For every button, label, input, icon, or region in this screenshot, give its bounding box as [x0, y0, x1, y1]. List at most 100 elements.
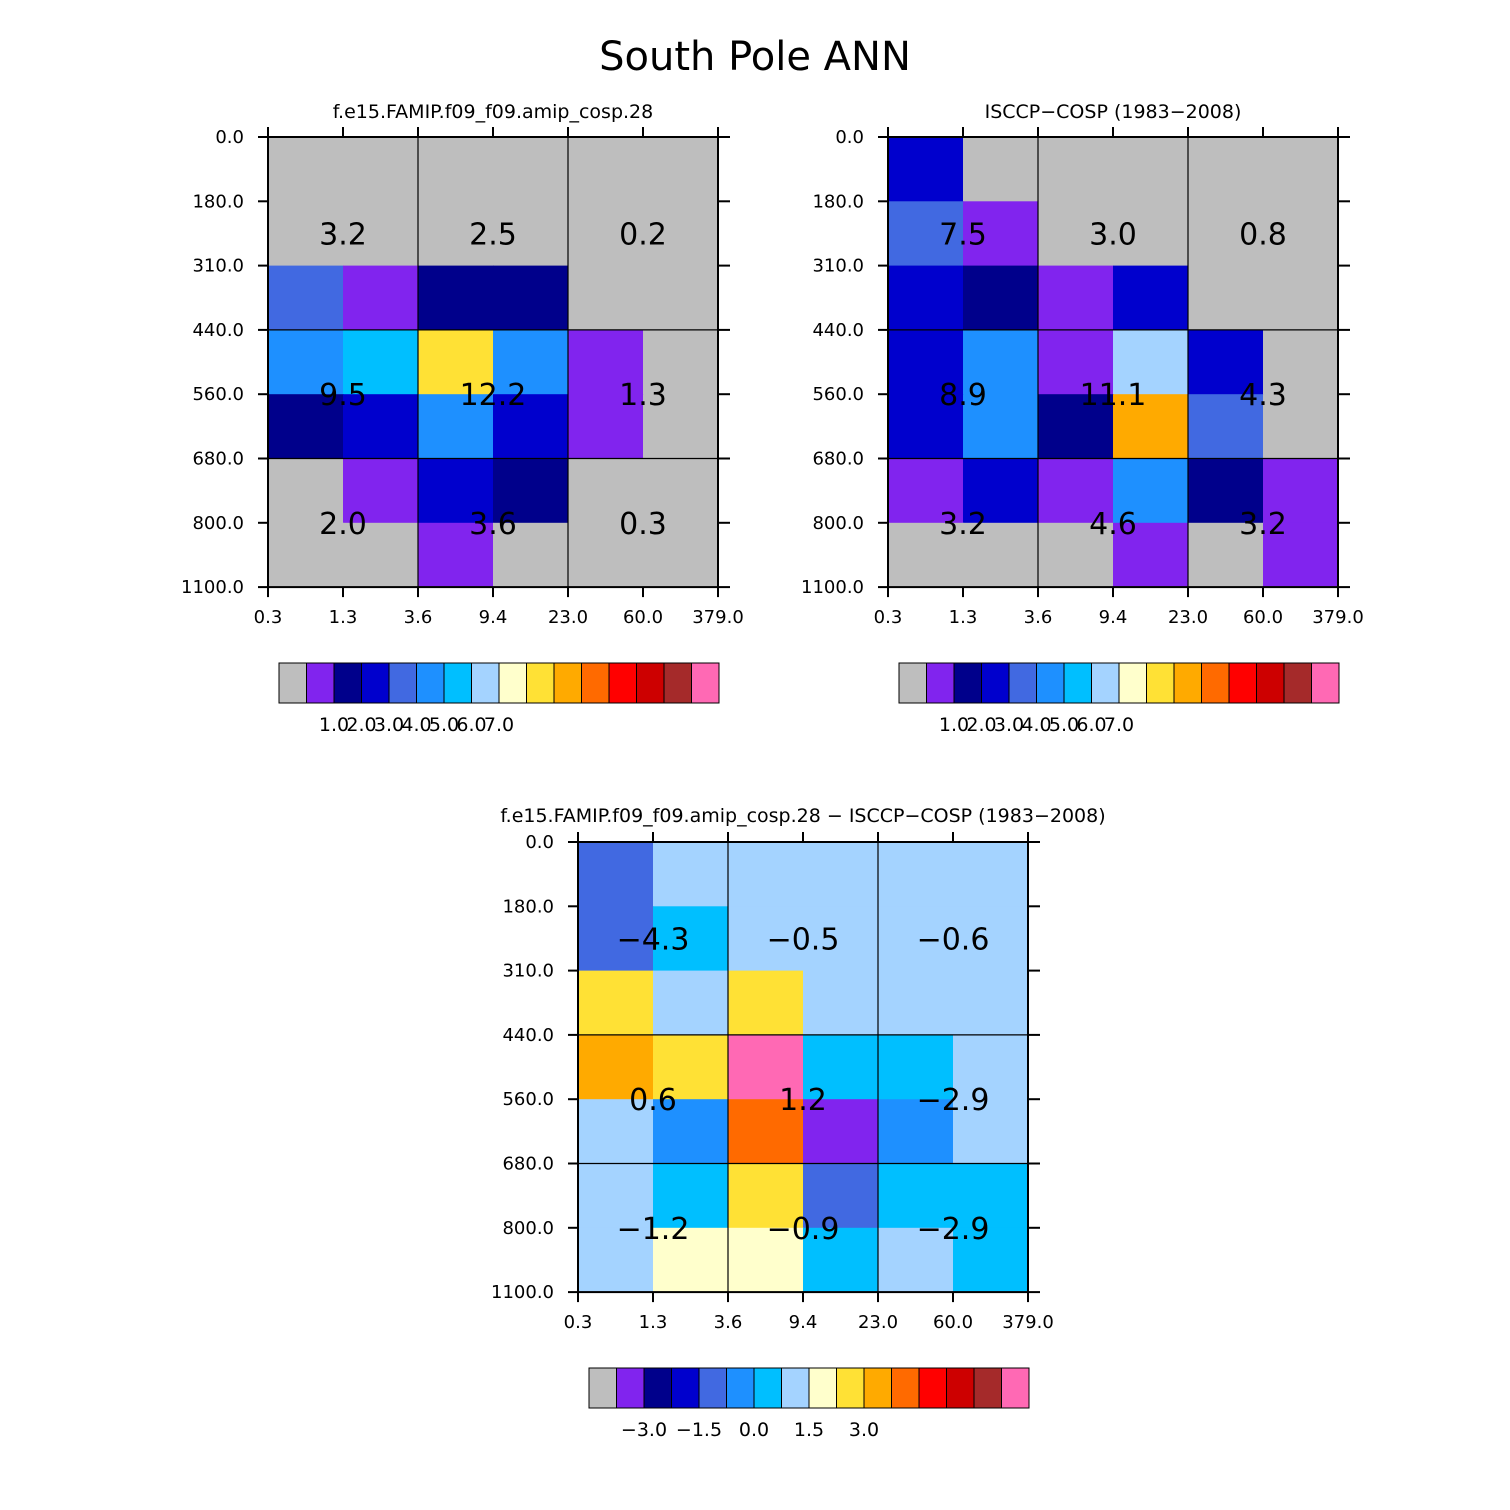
heatmap-cell: [268, 329, 344, 395]
group-value-label: −0.5: [767, 922, 840, 957]
group-value-label: −0.6: [917, 922, 990, 957]
colorbar-swatch: [1008, 662, 1037, 704]
heatmap-cell: [728, 970, 804, 1036]
colorbar-swatch: [1201, 662, 1230, 704]
heatmap-cell: [963, 394, 1039, 460]
colorbar-swatch: [498, 662, 527, 704]
group-value-label: 0.6: [629, 1083, 677, 1118]
heatmap-cell: [888, 329, 964, 395]
heatmap-cell: [418, 458, 494, 524]
figure-title: South Pole ANN: [599, 34, 911, 80]
heatmap-cell: [888, 458, 964, 524]
heatmap-cell: [1113, 394, 1189, 460]
heatmap-cell: [963, 458, 1039, 524]
colorbar-swatch: [691, 662, 720, 704]
colorbar-swatch: [588, 1367, 617, 1409]
heatmap-cell: [963, 522, 1039, 588]
heatmap-cell: [268, 394, 344, 460]
group-value-label: 12.2: [460, 378, 527, 413]
colorbar-swatch: [1036, 662, 1065, 704]
x-tick-label: 3.6: [1024, 607, 1053, 628]
colorbar-label: 0.0: [739, 1419, 769, 1441]
heatmap-cell: [493, 522, 569, 588]
heatmap-cell: [953, 906, 1029, 972]
colorbar-swatch: [1283, 662, 1312, 704]
colorbar-label: 7.0: [484, 714, 514, 736]
y-tick-label: 310.0: [192, 256, 244, 277]
x-tick-label: 9.4: [789, 1312, 818, 1333]
heatmap-cell: [578, 1163, 654, 1229]
group-value-label: −0.9: [767, 1212, 840, 1247]
colorbar-label: 1.5: [794, 1419, 824, 1441]
x-tick-label: 379.0: [692, 607, 744, 628]
heatmap-cell: [643, 522, 719, 588]
heatmap-cell: [493, 394, 569, 460]
x-tick-label: 1.3: [639, 1312, 668, 1333]
colorbar-label: 4.0: [401, 714, 431, 736]
heatmap-cell: [1038, 394, 1114, 460]
heatmap-cell: [803, 1099, 879, 1165]
x-tick-label: 0.3: [564, 1312, 593, 1333]
colorbar-swatch: [1311, 662, 1340, 704]
panel-title: f.e15.FAMIP.f09_f09.amip_cosp.28 − ISCCP…: [500, 805, 1105, 827]
colorbar-label: 5.0: [429, 714, 459, 736]
colorbar-swatch: [333, 662, 362, 704]
heatmap-cell: [1038, 458, 1114, 524]
x-tick-label: 1.3: [949, 607, 978, 628]
y-tick-label: 180.0: [502, 896, 554, 917]
colorbar-swatch: [306, 662, 335, 704]
heatmap-cell: [728, 906, 804, 972]
heatmap-cell: [418, 201, 494, 267]
colorbar-swatch: [471, 662, 500, 704]
heatmap-cell: [653, 906, 729, 972]
colorbar-swatch: [526, 662, 555, 704]
panels: f.e15.FAMIP.f09_f09.amip_cosp.28 0.0 180.0…: [181, 101, 1364, 1441]
heatmap-cell: [878, 1163, 954, 1229]
heatmap-cell: [878, 1099, 954, 1165]
heatmap-cell: [1113, 137, 1189, 202]
y-tick-label: 1100.0: [181, 577, 244, 598]
group-value-label: 3.2: [319, 217, 367, 252]
x-tick-label: 9.4: [1099, 607, 1128, 628]
heatmap-cell: [963, 265, 1039, 331]
colorbar-swatch: [553, 662, 582, 704]
group-value-label: 9.5: [319, 378, 367, 413]
heatmap-cell: [1263, 522, 1339, 588]
group-value-label: 0.3: [619, 507, 667, 542]
colorbar-swatch: [981, 662, 1010, 704]
heatmap-cell: [878, 906, 954, 972]
heatmap-cell: [1113, 458, 1189, 524]
colorbar-label: 3.0: [849, 1419, 879, 1441]
heatmap-cell: [803, 970, 879, 1036]
heatmap-cell: [728, 1227, 804, 1293]
heatmap-cell: [418, 265, 494, 331]
colorbar-label: 6.0: [1076, 714, 1106, 736]
y-tick-label: 560.0: [502, 1089, 554, 1110]
heatmap-cell: [568, 201, 644, 267]
heatmap-cell: [888, 201, 964, 267]
panel-2: ISCCP−COSP (1983−2008) 0.0 180.0 310.0 440.0…: [801, 101, 1364, 736]
colorbar-label: 7.0: [1104, 714, 1134, 736]
group-value-label: −2.9: [917, 1083, 990, 1118]
heatmap-cell: [1263, 265, 1339, 331]
colorbar-label: 1.0: [319, 714, 349, 736]
y-tick-label: 1100.0: [491, 1282, 554, 1303]
colorbar-swatch: [608, 662, 637, 704]
heatmap-cell: [653, 1163, 729, 1229]
heatmap-cell: [268, 458, 344, 524]
x-tick-label: 60.0: [1243, 607, 1283, 628]
group-value-label: 11.1: [1080, 378, 1147, 413]
group-value-label: 4.6: [1089, 507, 1137, 542]
group-value-label: 3.6: [469, 507, 517, 542]
colorbar-swatch: [726, 1367, 755, 1409]
heatmap-cell: [268, 265, 344, 331]
y-tick-label: 800.0: [502, 1218, 554, 1239]
heatmap-cell: [878, 1034, 954, 1100]
heatmap-cell: [728, 842, 804, 907]
heatmap-cell: [1188, 394, 1264, 460]
colorbar-swatch: [636, 662, 665, 704]
colorbar-swatch: [836, 1367, 865, 1409]
colorbar-label: 3.0: [374, 714, 404, 736]
y-tick-label: 440.0: [192, 320, 244, 341]
